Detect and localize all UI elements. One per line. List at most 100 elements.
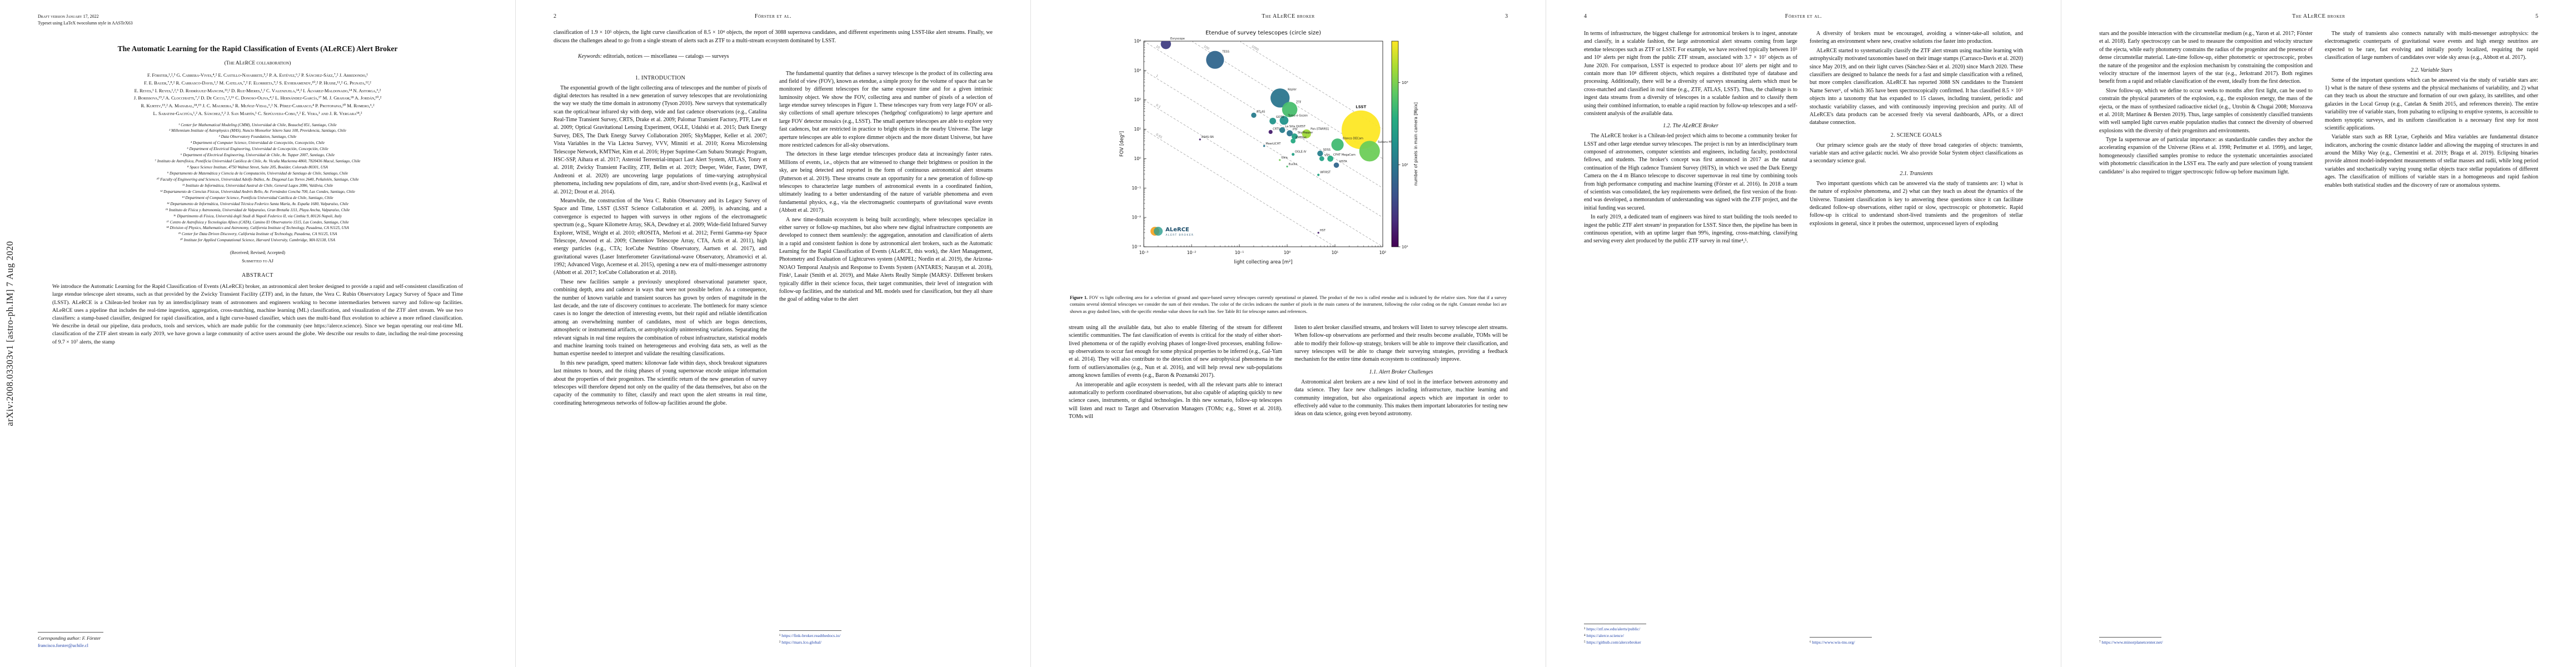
page-header: 4 Förster et al.: [1584, 13, 2023, 21]
running-head: The ALeRCE broker: [2292, 13, 2345, 19]
telescope-label: ATLAS: [1257, 111, 1265, 114]
page-1: arXiv:2008.03303v1 [astro-ph.IM] 7 Aug 2…: [0, 0, 515, 667]
etendue-line: [1144, 41, 1383, 188]
footnote-marker: ³: [1584, 626, 1587, 631]
telescope-label: CRTS: [1273, 127, 1280, 131]
author-line: E. Reyes,¹ I. Reyes,¹,²,⁶ D. Rodríguez-M…: [134, 87, 381, 93]
telescope-label: GOTO: [1276, 116, 1284, 119]
subsection-heading: 1.2. The ALeRCE Broker: [1663, 123, 1718, 130]
affiliation-line: ³ Data Observatory Foundation, Santiago,…: [218, 135, 297, 140]
colorbar-frame: [1391, 41, 1399, 247]
footnote-link[interactable]: https://fink-broker.readthedocs.io/: [781, 633, 841, 638]
affiliation-line: ¹³ Department of Computer Science, Ponti…: [182, 195, 333, 200]
affiliation-line: ¹⁶ Dipartimento di Fis­ica, Università d…: [173, 213, 342, 218]
etendue-line-label: 100: [1203, 45, 1210, 51]
telescope-label: Kepler: [1288, 88, 1297, 91]
y-tick-label: 10³: [1134, 68, 1141, 73]
paragraph: The detectors in these large etendue tel…: [779, 151, 993, 214]
page-header: The ALeRCE broker 5: [2099, 13, 2538, 21]
paragraph: stream using all the available data, but…: [1069, 324, 1282, 379]
paragraph: A diversity of brokers must be encourage…: [1810, 31, 2023, 45]
footnote-link[interactable]: https://github.com/alercebroker: [1586, 639, 1641, 645]
telescope-point: [1292, 153, 1295, 156]
footnote: ² https://mars.lco.global/: [779, 639, 993, 646]
telescope-point: [1286, 165, 1288, 168]
typeset-line: Typeset using LaTeX twocolumn style in A…: [38, 21, 133, 26]
paragraph: ALeRCE started to systematically classif…: [1810, 47, 2023, 126]
paragraph: The exponential growth of the light coll…: [554, 84, 767, 195]
telescope-label: KMTNet: [1296, 136, 1306, 140]
affiliation-line: ⁵ Department of Electrical Engineering, …: [187, 147, 328, 152]
y-tick-label: 10⁻¹: [1132, 186, 1141, 191]
abstract-text: We introduce the Automatic Learning for …: [52, 283, 463, 346]
affiliation-line: ⁹ Departamento de Matemática y Ciencia d…: [167, 171, 348, 176]
footnote-link[interactable]: https://mars.lco.global/: [781, 639, 822, 645]
footnote-link[interactable]: https://www.minorplanetcenter.net/: [2101, 639, 2163, 645]
x-tick-label: 10²: [1379, 250, 1387, 255]
paragraph: In terms of infrastructure, the biggest …: [1584, 31, 1797, 117]
submitted-line: Submitted to AJ: [242, 258, 273, 264]
affiliation-line: ¹² Departamento de Ciencias Físicas, Uni…: [160, 189, 355, 194]
author-line: F. Förster,¹,²,³ G. Cabrera-Vives,⁴,² E.…: [147, 72, 368, 78]
footnotes: ³ https://ztf.uw.edu/alerts/public/⁴ htt…: [1584, 623, 1797, 646]
telescope-label: Euclid: [1289, 163, 1297, 166]
affiliation-line: ¹⁷ Centro de Astrofísica y Tecnologías A…: [166, 220, 349, 225]
x-tick-label: 10⁰: [1284, 250, 1291, 255]
etendue-line-label: 1: [1155, 74, 1158, 78]
telescope-label: WFIRST: [1320, 171, 1331, 175]
etendue-line: [1144, 70, 1383, 218]
affiliation-line: ²⁰ Institute for Applied Computational S…: [180, 238, 335, 243]
subsection-heading: 2.2. Variable Stars: [2410, 67, 2453, 73]
abstract-paragraph: We introduce the Automatic Learning for …: [52, 283, 463, 345]
telescope-point: [1287, 130, 1293, 137]
right-column: The fundamental quantity that defines a …: [779, 70, 993, 305]
abstract-continuation: classification of 1.9 × 10⁵ objects, the…: [554, 29, 993, 44]
draft-version-line: Draft version January 17, 2022: [38, 14, 99, 19]
page-header: The ALeRCE broker 3: [1069, 13, 1508, 21]
footnote-marker: ⁵: [1584, 639, 1587, 645]
etendue-lines: [1144, 41, 1383, 247]
paper-title: The Automatic Learning for the Rapid Cla…: [117, 44, 398, 53]
paragraph: The study of transients also connects na…: [2325, 31, 2538, 61]
footnote: ³ https://ztf.uw.edu/alerts/public/: [1584, 626, 1797, 633]
paragraph: Meanwhile, the construction of the Vera …: [554, 197, 767, 276]
footnote-rule: [38, 631, 103, 633]
figure-label: Figure 1.: [1070, 295, 1088, 300]
keywords-line: Keywords: editorials, notices — miscella…: [578, 53, 968, 61]
footnote-link[interactable]: https://alerce.science/: [1586, 633, 1624, 638]
footnotes: ⁷ https://www.minorplanetcenter.net/: [2099, 636, 2313, 646]
x-tick-label: 10⁻³: [1139, 250, 1149, 255]
footnote: ⁴ https://alerce.science/: [1584, 633, 1797, 639]
telescope-point: [1302, 129, 1311, 138]
two-column-body: stream using all the available data, but…: [1069, 324, 1508, 422]
paragraph: Two important questions which can be ans…: [1810, 180, 2023, 227]
telescope-point: [1317, 173, 1320, 176]
section-heading: 1. INTRODUCTION: [635, 74, 686, 81]
collaboration-line: (The ALeRCE collaboration): [224, 61, 291, 66]
telescope-label: VISTA: [1339, 160, 1347, 163]
telescope-point: [1279, 127, 1285, 133]
footnote-marker: ²: [779, 639, 782, 645]
etendue-line: [1144, 99, 1383, 247]
footnotes: ⁶ https://www.wis-tns.org/: [1810, 636, 2023, 646]
affiliation-line: ¹⁵ Instituto de Física y Astronomía, Uni…: [165, 207, 350, 212]
paragraph: Our primary science goals are the study …: [1810, 142, 2023, 165]
y-tick-label: 10⁰: [1134, 156, 1141, 161]
telescope-point: [1359, 141, 1380, 162]
paragraph: In early 2019, a dedicated team of engin…: [1584, 214, 1797, 245]
footnote-link[interactable]: https://ztf.uw.edu/alerts/public/: [1586, 626, 1641, 631]
telescope-point: [1327, 156, 1334, 162]
telescope-label: VST: [1324, 154, 1331, 157]
telescope-label: HST: [1320, 229, 1326, 232]
telescope-point: [1341, 110, 1381, 150]
keywords-label: Keywords:: [578, 53, 602, 59]
right-column: The study of transients also connects na…: [2325, 30, 2538, 191]
corresponding-author-email[interactable]: francisco.forster@uchile.cl: [38, 643, 88, 648]
figure-1-caption: Figure 1. FOV vs light collecting area f…: [1070, 295, 1507, 315]
left-column: In terms of infrastructure, the biggest …: [1584, 30, 1797, 247]
telescope-label: SDSS: [1323, 148, 1331, 152]
etendue-chart: Etendue of survey telescopes (circle siz…: [1110, 27, 1466, 289]
paragraph: Astronomical alert brokers are a new kin…: [1294, 379, 1508, 417]
footnote-link[interactable]: https://www.wis-tns.org/: [1812, 639, 1855, 645]
